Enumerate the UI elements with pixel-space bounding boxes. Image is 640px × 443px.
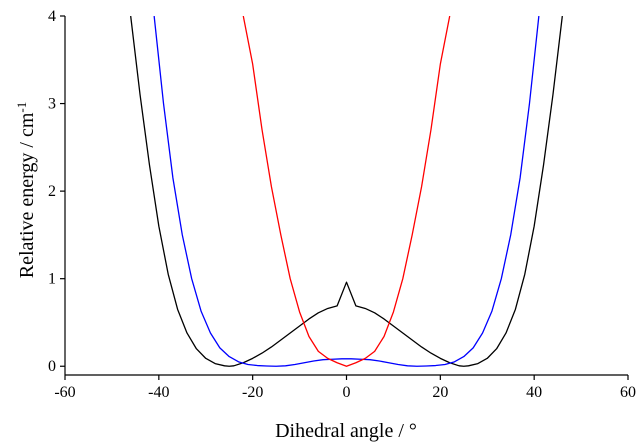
- axes: [64, 16, 628, 376]
- x-tick-label: 40: [526, 384, 542, 401]
- x-tick-label: -20: [242, 384, 263, 401]
- y-axis-title-text: Relative energy / cm: [16, 112, 38, 278]
- y-axis-title-superscript: -1: [14, 102, 29, 113]
- ticks-layer: -60 -40 -20 0 20 40 60 0 1 2 3 4: [48, 8, 636, 401]
- series-layer: [130, 16, 563, 367]
- x-tick-label: -60: [54, 384, 75, 401]
- x-tick-label: 60: [620, 384, 636, 401]
- y-tick-label: 4: [48, 8, 56, 25]
- y-axis-title: Relative energy / cm-1: [14, 102, 38, 279]
- x-tick-label: 0: [343, 384, 351, 401]
- y-tick-label: 1: [48, 271, 56, 288]
- x-tick-label: -40: [148, 384, 169, 401]
- series-line-3: [242, 16, 451, 367]
- series-line-1: [130, 16, 563, 367]
- y-tick-label: 0: [48, 358, 56, 375]
- x-axis-title: Dihedral angle / °: [275, 420, 417, 442]
- y-tick-label: 2: [48, 183, 56, 200]
- x-tick-label: 20: [432, 384, 448, 401]
- y-tick-label: 3: [48, 96, 56, 113]
- series-line-2: [153, 16, 540, 367]
